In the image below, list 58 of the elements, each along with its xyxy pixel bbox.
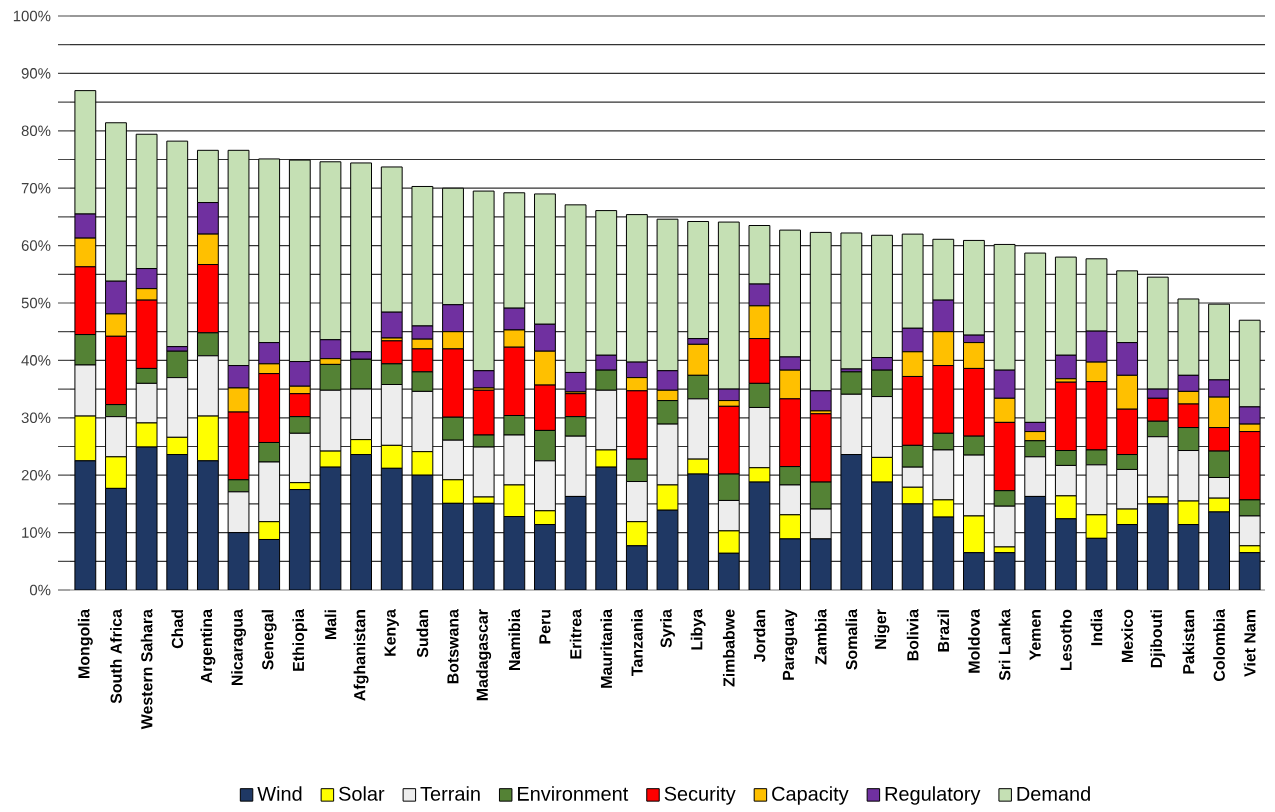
x-tick-label: Argentina: [200, 608, 216, 684]
y-tick-label: 70%: [21, 182, 51, 194]
x-tick-label: Senegal: [261, 610, 277, 670]
y-tick-label: 90%: [21, 68, 51, 79]
x-tick-label: Moldova: [968, 608, 980, 673]
x-tick-label: Niger: [874, 609, 890, 649]
x-tick-label: Bolivia: [906, 608, 919, 661]
x-tick-label: Nicaragua: [231, 608, 246, 686]
x-tick-label: Mauritania: [600, 608, 613, 688]
legend-label: Capacity: [772, 786, 849, 805]
x-tick-label: Kenya: [384, 608, 399, 656]
x-tick-label: Afghanistan: [353, 610, 369, 701]
x-tick-label: Yemen: [1029, 610, 1041, 661]
x-tick-label: Lesotho: [1059, 609, 1072, 670]
x-tick-label: Libya: [690, 608, 706, 650]
x-tick-label: Chad: [171, 610, 184, 649]
legend-label: Demand: [1017, 786, 1090, 801]
y-tick-label: 50%: [21, 297, 51, 309]
x-tick-label: Western Sahara: [140, 608, 153, 730]
x-tick-label: Peru: [539, 610, 551, 644]
x-tick-label: Colombia: [1213, 608, 1225, 682]
legend-label: Wind: [257, 786, 302, 801]
x-tick-label: Madagascar: [476, 609, 492, 701]
legend-label: Solar: [339, 786, 385, 801]
x-tick-label: Brazil: [937, 610, 950, 652]
x-tick-label: Zambia: [814, 608, 827, 665]
x-tick-label: South Africa: [110, 608, 122, 704]
y-tick-label: 100%: [13, 10, 51, 22]
legend-label: Environment: [518, 786, 629, 801]
legend-label: Regulatory: [885, 786, 981, 805]
x-tick-label: Zimbabwe: [722, 609, 735, 687]
y-tick-label: 80%: [21, 125, 51, 137]
x-tick-label: Somalia: [845, 608, 858, 670]
legend-label: Security: [664, 786, 736, 805]
x-tick-label: Ethiopia: [292, 608, 308, 671]
y-tick-label: 60%: [21, 240, 51, 251]
x-tick-label: Mexico: [1121, 609, 1133, 663]
y-tick-label: 10%: [22, 527, 51, 538]
x-tick-label: Djibouti: [1150, 610, 1166, 668]
x-tick-label: India: [1090, 608, 1103, 646]
x-tick-label: Sri Lanka: [998, 608, 1011, 681]
x-tick-label: Eritrea: [569, 608, 582, 659]
x-tick-label: Sudan: [416, 610, 429, 658]
x-tick-label: Viet Nam: [1243, 610, 1256, 677]
x-tick-label: Pakistan: [1182, 610, 1195, 674]
y-tick-label: 0%: [29, 584, 51, 596]
y-tick-label: 20%: [21, 469, 51, 481]
x-tick-label: Jordan: [753, 610, 766, 662]
y-tick-label: 30%: [21, 412, 51, 424]
x-tick-label: Botswana: [447, 608, 459, 684]
x-tick-label: Paraguay: [782, 609, 798, 680]
legend-label: Terrain: [420, 786, 480, 801]
x-tick-label: Mongolia: [77, 608, 93, 678]
x-tick-label: Tanzania: [631, 608, 643, 676]
y-tick-label: 40%: [21, 355, 51, 366]
x-tick-label: Syria: [660, 608, 675, 648]
x-tick-label: Namibia: [508, 608, 521, 670]
x-tick-label: Mali: [324, 610, 337, 639]
